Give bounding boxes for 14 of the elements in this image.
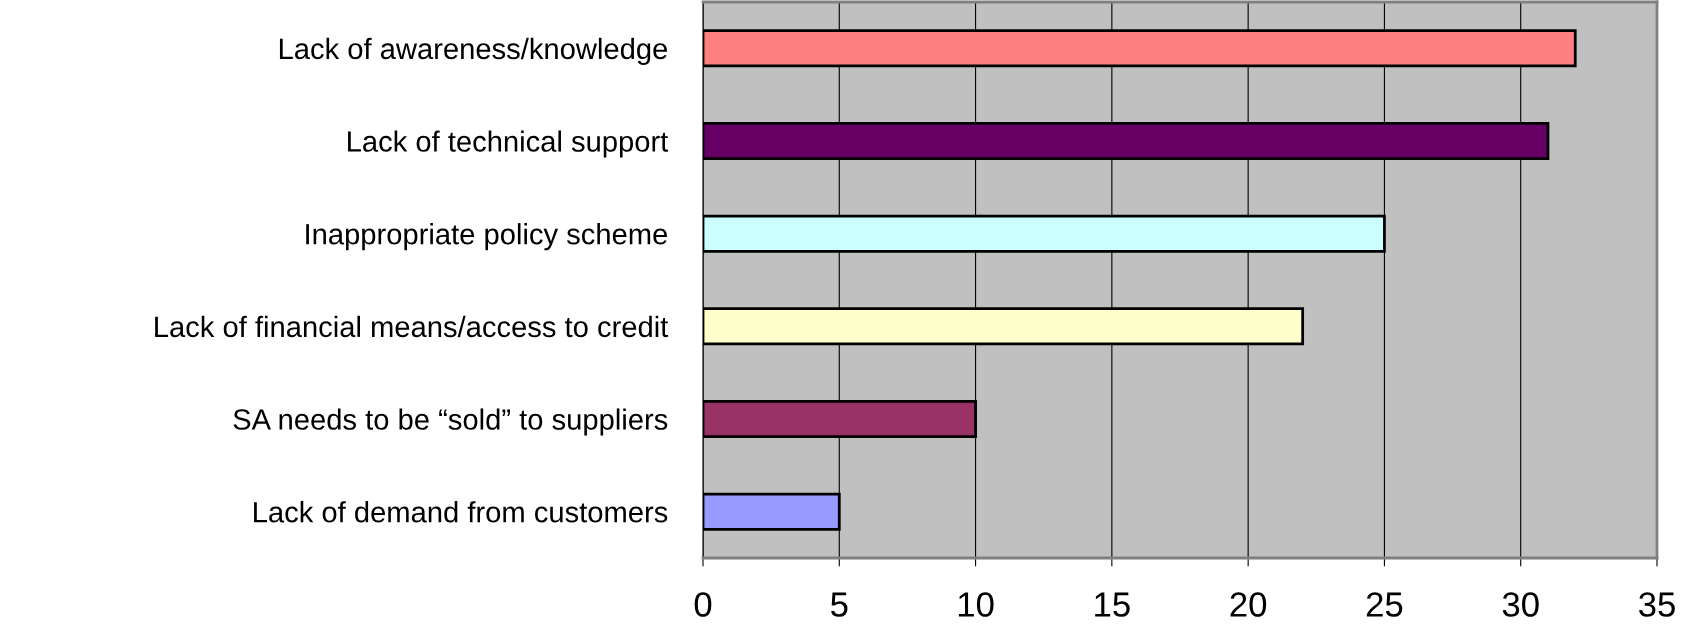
x-tick-label: 35 xyxy=(1639,592,1675,617)
x-tick-label: 0 xyxy=(694,592,712,617)
x-tick-label: 10 xyxy=(958,592,994,617)
x-tick-label: 25 xyxy=(1366,592,1403,617)
y-tick-label: Inappropriate policy scheme xyxy=(306,223,668,251)
x-tick-label: 30 xyxy=(1502,592,1539,617)
y-tick-label: Lack of awareness/knowledge xyxy=(279,37,668,65)
x-tick-label: 15 xyxy=(1095,592,1130,617)
y-tick-label: Lack of technical support xyxy=(348,130,669,158)
x-tick-label: 20 xyxy=(1230,592,1267,617)
y-tick-label: SA needs to be “sold” to suppliers xyxy=(233,408,668,436)
y-tick-label: Lack of demand from customers xyxy=(254,501,668,523)
x-tick-label: 5 xyxy=(831,592,848,617)
y-tick-label: Lack of financial means/access to credit xyxy=(155,315,669,338)
